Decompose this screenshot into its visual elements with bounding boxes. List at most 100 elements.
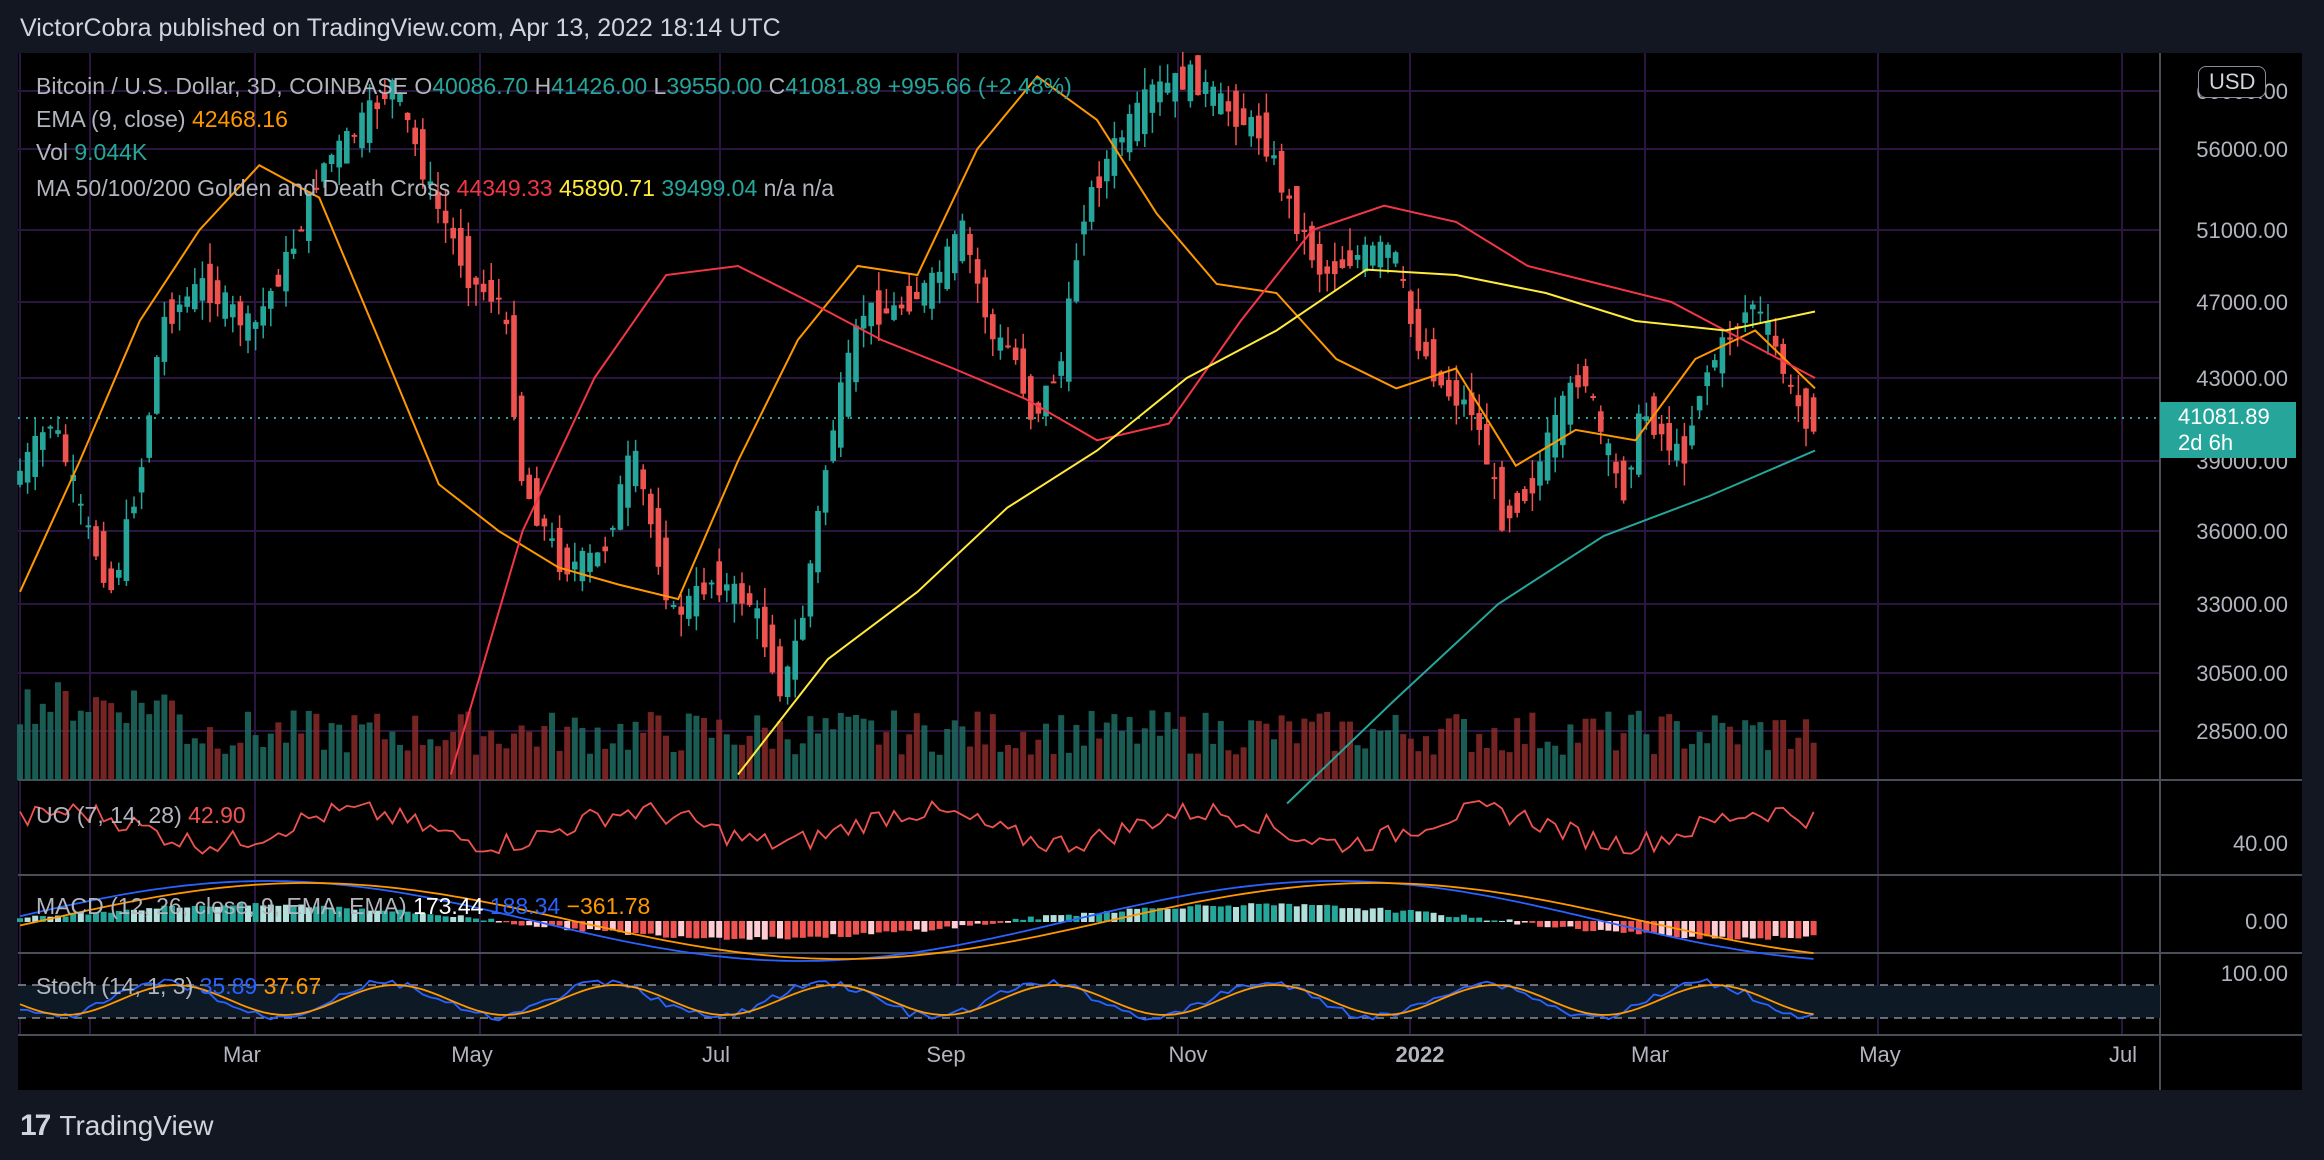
- macd-histogram-bar: [799, 921, 806, 938]
- time-tick-label: May: [1859, 1042, 1901, 1067]
- volume-bar: [1248, 720, 1255, 780]
- candle-body: [952, 234, 958, 274]
- macd-histogram-bar: [1689, 921, 1695, 937]
- macd-histogram-bar: [1354, 908, 1361, 922]
- candle-body: [617, 484, 624, 530]
- candle-body: [762, 606, 768, 648]
- volume-bar: [1772, 720, 1779, 780]
- volume-bar: [678, 750, 685, 780]
- macd-histogram-bar: [1362, 910, 1369, 922]
- macd-histogram-bar: [473, 918, 479, 922]
- macd-histogram-bar: [1651, 921, 1657, 933]
- candle-body: [1750, 304, 1756, 310]
- volume-bar: [609, 743, 616, 780]
- volume-bar: [374, 713, 381, 780]
- macd-histogram-bar: [868, 921, 875, 935]
- volume-bar: [161, 694, 168, 780]
- volume-bar: [32, 723, 39, 780]
- volume-bar: [670, 751, 677, 780]
- candle-body: [686, 595, 692, 619]
- macd-histogram-bar: [1149, 908, 1156, 922]
- volume-bar: [1727, 726, 1733, 780]
- candle-body: [1172, 73, 1178, 102]
- candle-body: [458, 227, 464, 266]
- macd-histogram-bar: [678, 921, 685, 937]
- volume-bar: [1590, 718, 1597, 780]
- candle-body: [549, 538, 555, 541]
- candle-body: [55, 430, 61, 434]
- candle-body: [1164, 82, 1171, 93]
- volume-bar: [1613, 750, 1619, 780]
- candle-body: [1096, 176, 1102, 189]
- macd-histogram-bar: [1179, 908, 1186, 922]
- macd-histogram-bar: [1575, 921, 1581, 929]
- legend-ma200: 39499.04: [661, 175, 763, 201]
- candle-body: [442, 210, 449, 224]
- volume-bar: [305, 710, 312, 780]
- macd-histogram-bar: [1339, 908, 1346, 922]
- macd-histogram-bar: [1658, 921, 1665, 935]
- volume-bar: [685, 713, 692, 780]
- macd-histogram-bar: [830, 921, 837, 935]
- volume-bar: [1567, 724, 1574, 780]
- currency-button[interactable]: USD: [2198, 66, 2267, 98]
- volume-bar: [1134, 743, 1141, 780]
- candle-body: [252, 322, 259, 329]
- volume-bar: [617, 723, 624, 780]
- volume-bar: [1309, 721, 1315, 780]
- volume-bar: [1286, 721, 1293, 780]
- candle-body: [708, 582, 715, 585]
- legend-ema-label: EMA (9, close): [36, 106, 192, 132]
- volume-bar: [739, 744, 745, 780]
- volume-bar: [1202, 712, 1209, 780]
- candle-body: [891, 305, 897, 320]
- macd-histogram-bar: [305, 907, 312, 922]
- volume-bar: [1719, 722, 1726, 780]
- macd-histogram-bar: [1005, 921, 1011, 923]
- macd-histogram-bar: [222, 905, 229, 922]
- candle-body: [777, 646, 783, 697]
- candle-body: [1066, 298, 1072, 382]
- volume-bar: [1141, 728, 1148, 780]
- candle-body: [427, 181, 434, 186]
- volume-bar: [1673, 721, 1680, 780]
- candle-body: [1347, 250, 1353, 267]
- candle-body: [655, 508, 662, 567]
- macd-histogram-bar: [1423, 911, 1429, 922]
- candle-body: [420, 129, 426, 180]
- volume-bar: [959, 726, 966, 780]
- candle-body: [1772, 335, 1779, 347]
- volume-bar: [1689, 744, 1695, 780]
- legend-ma50: 44349.33: [457, 175, 559, 201]
- macd-value-2: 188.34: [490, 893, 567, 919]
- candle-body: [1073, 260, 1080, 302]
- ma200-line: [1286, 449, 1816, 805]
- volume-bar: [1020, 732, 1027, 780]
- volume-bar: [1795, 737, 1802, 780]
- candle-body: [1263, 112, 1270, 157]
- time-tick-label: Nov: [1168, 1042, 1207, 1067]
- legend-vol-row: Vol 9.044K: [36, 139, 148, 165]
- footer[interactable]: 17 TradingView: [20, 1106, 213, 1146]
- price-tick-label: 43000.00: [2196, 366, 2288, 391]
- candle-body: [1567, 382, 1574, 425]
- legend-open: 40086.70: [432, 73, 534, 99]
- time-tick-label: 2022: [1396, 1042, 1445, 1067]
- volume-bar: [115, 712, 122, 780]
- volume-bar: [1704, 743, 1711, 780]
- candle-body: [306, 191, 312, 241]
- legend-macd-row: MACD (12, 26, close, 9, EMA, EMA) 173.44…: [36, 893, 650, 919]
- volume-bar: [1149, 710, 1156, 780]
- candle-body: [169, 299, 175, 324]
- time-tick-label: Sep: [926, 1042, 965, 1067]
- candle-body: [1522, 489, 1528, 502]
- macd-histogram-bar: [1347, 908, 1353, 922]
- volume-bar: [1681, 748, 1688, 780]
- macd-histogram-bar: [488, 918, 495, 922]
- macd-histogram-bar: [1727, 921, 1733, 940]
- macd-histogram-bar: [807, 921, 814, 937]
- candle-body: [237, 301, 244, 326]
- time-tick-label: May: [451, 1042, 493, 1067]
- macd-histogram-bar: [1537, 921, 1543, 927]
